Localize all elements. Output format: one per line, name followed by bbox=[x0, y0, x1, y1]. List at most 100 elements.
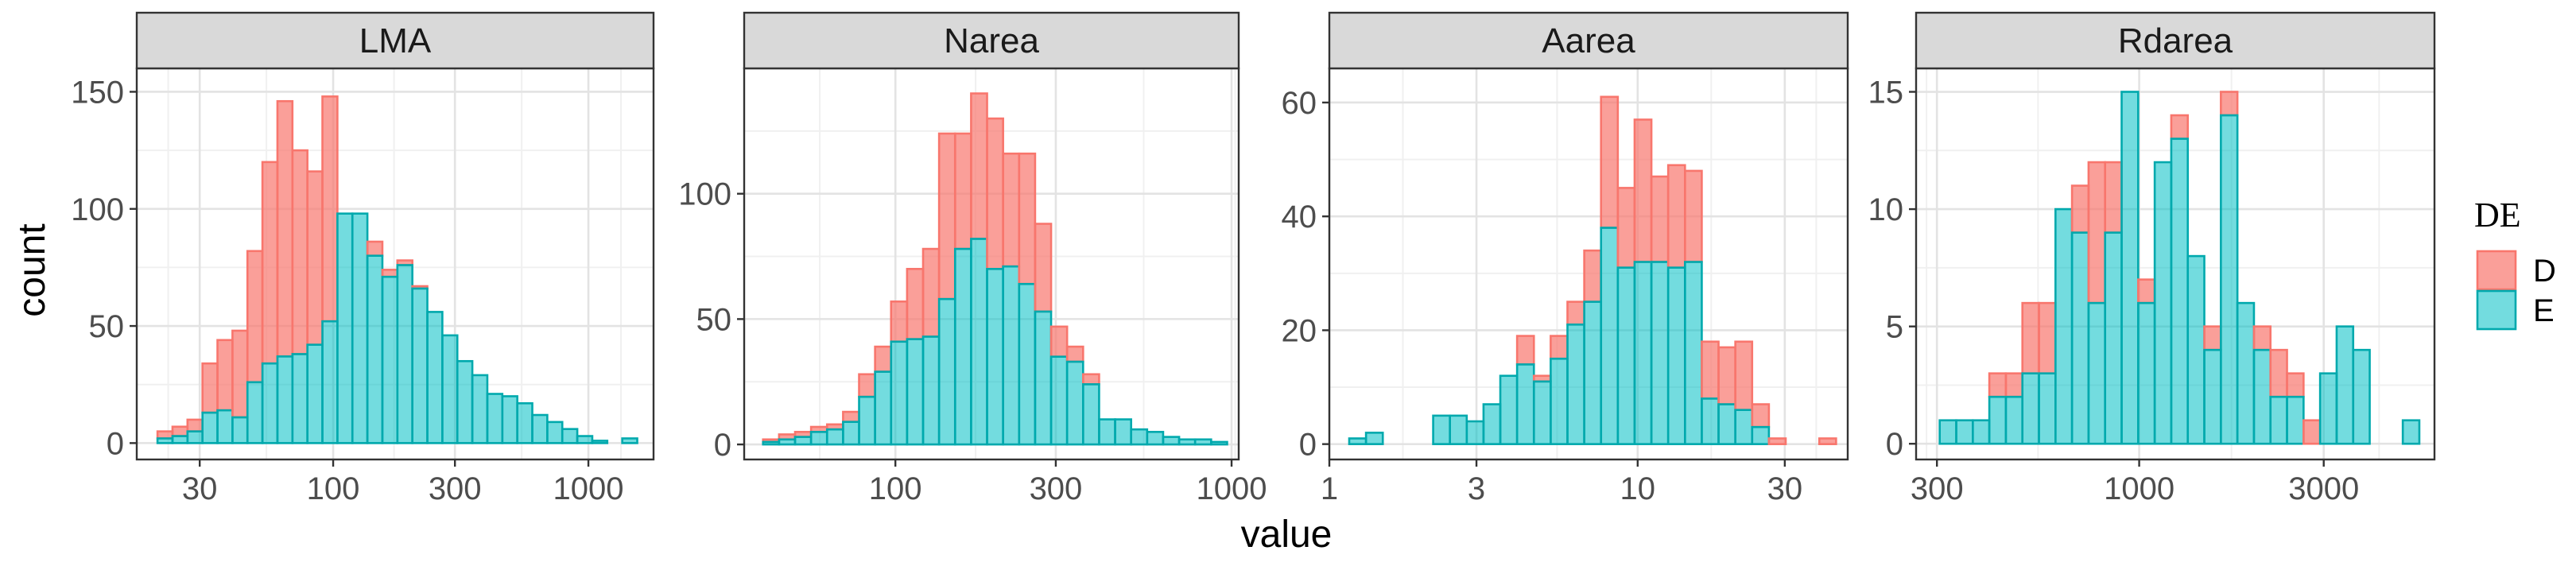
facet-title-aarea: Aarea bbox=[1542, 21, 1635, 60]
facet-rdarea: Rdarea 300 1000 3000 0 5 10 15 bbox=[1868, 11, 2436, 506]
bar-e-rdarea-5 bbox=[2021, 372, 2040, 445]
bar-e-lma-23 bbox=[501, 395, 518, 444]
bar-d-rdarea-20 bbox=[2269, 348, 2288, 398]
bar-e-aarea-19 bbox=[1666, 266, 1686, 445]
x-tick-label: 30 bbox=[182, 471, 218, 506]
bar-e-rdarea-18 bbox=[2236, 301, 2256, 445]
x-tick-label: 30 bbox=[1767, 471, 1803, 506]
bar-e-narea-10 bbox=[921, 335, 941, 446]
bar-e-narea-1 bbox=[778, 438, 797, 446]
bar-e-rdarea-13 bbox=[2153, 161, 2173, 445]
bar-d-narea-19 bbox=[1065, 345, 1084, 363]
bar-e-narea-12 bbox=[953, 247, 972, 446]
y-tick-label: 40 bbox=[1282, 200, 1317, 235]
bar-e-rdarea-0 bbox=[1938, 419, 1957, 445]
legend-key-e bbox=[2476, 289, 2517, 331]
bar-d-lma-10 bbox=[306, 170, 324, 346]
bar-d-narea-5 bbox=[842, 410, 860, 423]
bar-e-narea-21 bbox=[1098, 418, 1116, 446]
legend: DE DE bbox=[2474, 196, 2556, 331]
bar-e-lma-16 bbox=[396, 264, 413, 444]
bar-d-rdarea-22 bbox=[2302, 419, 2322, 445]
bar-d-rdarea-21 bbox=[2286, 372, 2305, 398]
x-tick-label: 1000 bbox=[2104, 471, 2174, 506]
bar-e-aarea-23 bbox=[1734, 409, 1754, 445]
bar-e-rdarea-28 bbox=[2401, 419, 2421, 445]
bar-e-aarea-18 bbox=[1650, 261, 1670, 445]
bar-e-aarea-14 bbox=[1583, 300, 1603, 445]
bar-d-aarea-14 bbox=[1583, 249, 1603, 303]
bar-e-narea-14 bbox=[986, 268, 1004, 446]
bar-e-aarea-17 bbox=[1633, 261, 1653, 445]
bar-e-lma-0 bbox=[156, 437, 174, 444]
bar-d-narea-8 bbox=[890, 300, 909, 343]
facet-title-narea: Narea bbox=[944, 21, 1039, 60]
y-tick-label: 0 bbox=[107, 426, 124, 461]
bar-e-narea-17 bbox=[1034, 310, 1053, 446]
y-tick-label: 50 bbox=[89, 309, 125, 344]
bar-e-lma-26 bbox=[546, 421, 564, 444]
bar-e-rdarea-4 bbox=[2004, 395, 2024, 445]
bar-d-aarea-24 bbox=[1751, 403, 1771, 428]
bar-d-narea-20 bbox=[1081, 373, 1100, 386]
bar-d-lma-0 bbox=[156, 430, 174, 440]
bar-e-aarea-22 bbox=[1717, 403, 1736, 445]
bar-e-narea-16 bbox=[1018, 282, 1037, 446]
bar-d-lma-2 bbox=[186, 418, 204, 432]
bar-e-rdarea-3 bbox=[1988, 395, 2008, 445]
bar-d-aarea-20 bbox=[1684, 169, 1703, 263]
legend-label-e: E bbox=[2533, 293, 2555, 328]
bar-e-lma-27 bbox=[561, 428, 579, 444]
bar-d-aarea-25 bbox=[1767, 437, 1787, 445]
bar-e-lma-19 bbox=[441, 334, 459, 444]
x-tick-label: 300 bbox=[1911, 471, 1964, 506]
bar-e-lma-3 bbox=[201, 411, 219, 444]
bar-e-rdarea-17 bbox=[2220, 114, 2239, 445]
bar-e-lma-5 bbox=[231, 416, 249, 444]
bar-e-aarea-0 bbox=[1348, 437, 1368, 445]
bar-d-lma-15 bbox=[381, 269, 399, 278]
bar-d-narea-7 bbox=[874, 345, 893, 373]
bar-e-aarea-10 bbox=[1515, 363, 1535, 445]
bar-d-narea-9 bbox=[906, 268, 925, 340]
bar-d-aarea-10 bbox=[1515, 335, 1535, 366]
bar-d-aarea-15 bbox=[1600, 95, 1620, 229]
y-tick-label: 0 bbox=[714, 428, 731, 463]
bar-e-lma-31 bbox=[621, 437, 638, 444]
bar-e-lma-12 bbox=[336, 212, 354, 444]
bar-d-lma-9 bbox=[291, 149, 308, 355]
bar-d-rdarea-9 bbox=[2087, 161, 2107, 304]
facet-aarea: Aarea 1 3 10 30 0 20 40 60 bbox=[1282, 11, 1849, 506]
bar-e-aarea-8 bbox=[1482, 403, 1502, 445]
x-tick-label: 300 bbox=[1030, 471, 1083, 506]
bar-e-aarea-15 bbox=[1600, 227, 1620, 445]
bar-d-aarea-17 bbox=[1633, 118, 1653, 263]
bar-d-aarea-12 bbox=[1550, 335, 1569, 360]
bar-e-aarea-1 bbox=[1364, 432, 1384, 445]
bar-e-aarea-7 bbox=[1465, 420, 1485, 445]
bar-e-rdarea-7 bbox=[2054, 207, 2074, 445]
facet-title-lma: LMA bbox=[359, 21, 432, 60]
bar-d-aarea-19 bbox=[1666, 164, 1686, 269]
bar-e-narea-13 bbox=[970, 238, 988, 446]
facet-narea: Narea 100 300 1000 0 50 100 bbox=[678, 11, 1267, 506]
bar-d-lma-7 bbox=[261, 161, 279, 365]
bar-e-lma-20 bbox=[456, 359, 474, 444]
bar-e-narea-0 bbox=[762, 440, 781, 446]
y-tick-label: 100 bbox=[71, 192, 124, 227]
bar-e-rdarea-16 bbox=[2203, 348, 2222, 445]
bar-d-narea-16 bbox=[1018, 152, 1037, 285]
x-tick-label: 1 bbox=[1321, 471, 1338, 506]
bar-d-lma-5 bbox=[231, 329, 249, 419]
bar-e-narea-2 bbox=[793, 436, 813, 446]
bar-e-narea-5 bbox=[842, 421, 860, 446]
bar-d-rdarea-5 bbox=[2021, 301, 2040, 374]
bar-e-lma-11 bbox=[321, 320, 339, 444]
bar-e-rdarea-25 bbox=[2352, 348, 2371, 445]
y-tick-label: 0 bbox=[1299, 428, 1317, 463]
bar-e-rdarea-20 bbox=[2269, 395, 2288, 445]
facet-strip bbox=[743, 11, 1240, 70]
bar-d-rdarea-17 bbox=[2220, 91, 2239, 117]
bar-e-narea-26 bbox=[1177, 438, 1197, 446]
